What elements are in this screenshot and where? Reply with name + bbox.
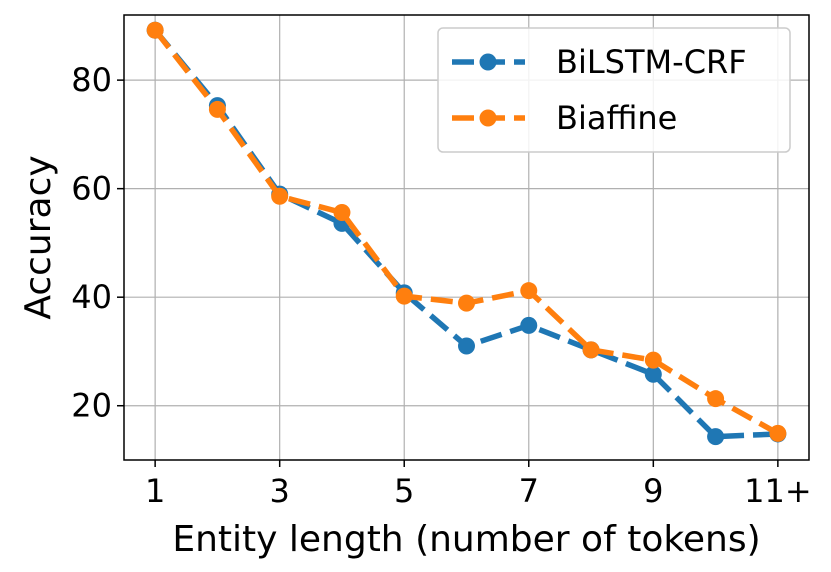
series-layer [146, 21, 787, 446]
legend-swatch-marker [479, 109, 497, 127]
data-point [707, 428, 725, 446]
x-tick-label: 3 [270, 472, 290, 510]
data-point [458, 337, 475, 355]
y-tick-label: 40 [71, 278, 112, 316]
data-point [582, 341, 600, 359]
legend-box [437, 27, 791, 153]
data-point [333, 204, 351, 222]
data-point [644, 365, 662, 383]
data-point [458, 294, 475, 312]
series-2 [146, 21, 787, 442]
data-point [769, 424, 787, 442]
x-tick-label: 5 [394, 472, 414, 510]
data-point [271, 187, 289, 205]
data-point [395, 287, 413, 305]
legend-label: BiLSTM-CRF [556, 43, 747, 81]
legend-item: Biaffine [452, 99, 677, 137]
y-tick-label: 80 [71, 61, 112, 99]
y-tick-label: 20 [71, 387, 112, 425]
data-point [146, 21, 164, 39]
x-tick-label: 9 [643, 472, 663, 510]
plot-frame [123, 14, 810, 461]
data-point [208, 100, 226, 118]
y-tick-label: 60 [71, 170, 112, 208]
x-axis-label: Entity length (number of tokens) [172, 519, 760, 560]
y-axis-ticks: 20 40 60 80 [71, 61, 124, 425]
legend: BiLSTM-CRF Biaffine [437, 27, 791, 153]
legend-item: BiLSTM-CRF [452, 43, 747, 81]
legend-swatch-marker [479, 53, 497, 71]
x-axis-ticks: 1 3 5 7 9 11+ [145, 460, 812, 510]
data-point [520, 316, 538, 334]
legend-label: Biaffine [556, 99, 677, 137]
data-point [644, 351, 662, 369]
x-tick-label: 7 [519, 472, 539, 510]
data-point [520, 282, 538, 300]
data-point [707, 390, 725, 408]
x-tick-label: 1 [145, 472, 165, 510]
y-axis-label: Accuracy [18, 155, 59, 319]
x-tick-label: 11+ [744, 472, 812, 510]
